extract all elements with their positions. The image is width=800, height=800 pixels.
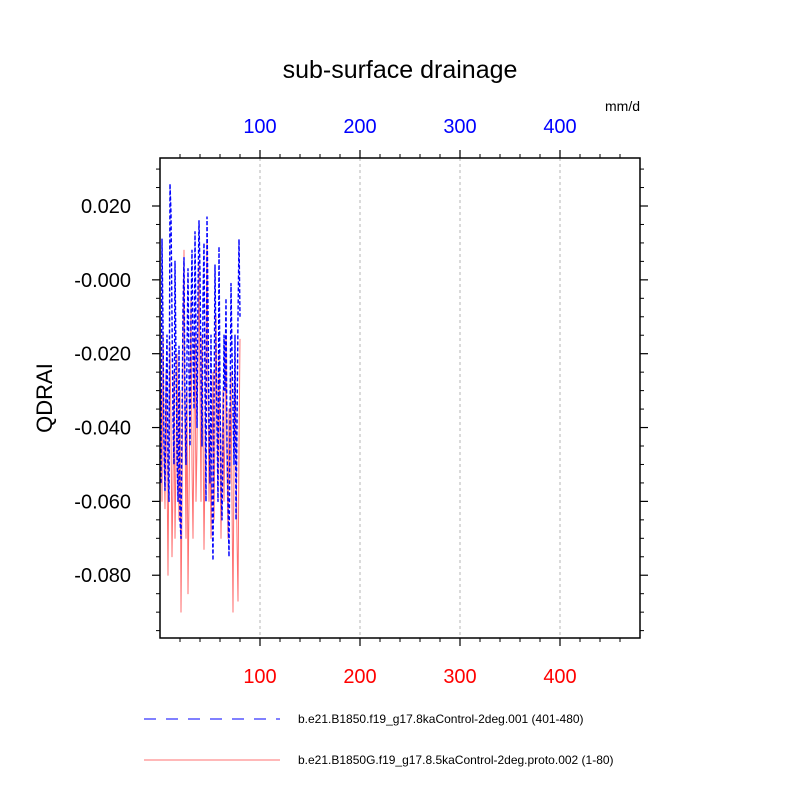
- y-tick-label: -0.060: [74, 491, 131, 513]
- x-tick-label-bottom: 100: [243, 666, 276, 688]
- x-tick-label-top: 300: [443, 116, 476, 138]
- y-axis-label: QDRAI: [32, 363, 57, 433]
- x-tick-label-top: 200: [343, 116, 376, 138]
- y-tick-label: -0.020: [74, 344, 131, 366]
- y-tick-label: 0.020: [81, 196, 131, 218]
- grid: [259, 158, 561, 638]
- ticks: [152, 150, 648, 646]
- legend: b.e21.B1850.f19_g17.8kaControl-2deg.001 …: [144, 712, 614, 767]
- x-tick-label-bottom: 400: [543, 666, 576, 688]
- y-tick-label: -0.080: [74, 565, 131, 587]
- x-tick-label-top: 100: [243, 116, 276, 138]
- tick-labels: 100 100 200 200 300 300 400 400 0.020 -0.000 -0.02…: [74, 116, 576, 688]
- x-tick-label-bottom: 200: [343, 666, 376, 688]
- units-label: mm/d: [605, 98, 640, 114]
- legend-label-2: b.e21.B1850G.f19_g17.8.5kaControl-2deg.p…: [298, 753, 614, 767]
- series-line-1: [160, 183, 241, 562]
- x-tick-label-top: 400: [543, 116, 576, 138]
- legend-label-1: b.e21.B1850.f19_g17.8kaControl-2deg.001 …: [298, 712, 584, 726]
- chart-title: sub-surface drainage: [283, 56, 518, 84]
- y-tick-label: -0.000: [74, 270, 131, 292]
- y-tick-label: -0.040: [74, 418, 131, 440]
- series-layer: [160, 183, 241, 613]
- x-tick-label-bottom: 300: [443, 666, 476, 688]
